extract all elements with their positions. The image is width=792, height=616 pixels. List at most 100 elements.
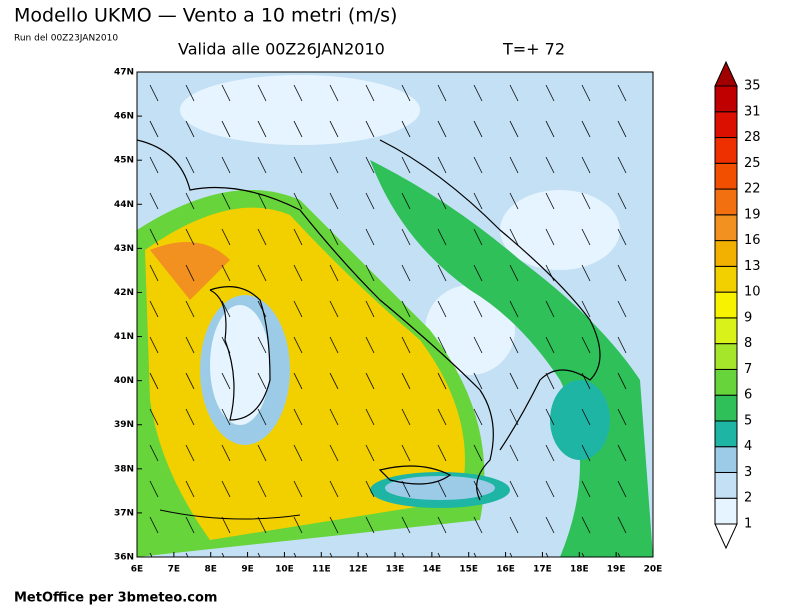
wind-barb xyxy=(509,228,519,246)
lat-label: 39N xyxy=(114,420,134,430)
wind-barb xyxy=(401,408,411,426)
wind-barb xyxy=(149,84,159,102)
wind-barb xyxy=(365,372,375,390)
wind-barb xyxy=(365,156,375,174)
wind-barb xyxy=(617,264,627,282)
wind-barb xyxy=(149,192,159,210)
legend-label: 16 xyxy=(744,233,761,248)
wind-barb xyxy=(257,300,267,318)
wind-barb xyxy=(581,300,591,318)
wind-barb xyxy=(581,120,591,138)
legend-label: 8 xyxy=(744,336,752,351)
wind-barb xyxy=(221,156,231,174)
legend-label: 9 xyxy=(744,310,752,325)
legend-label: 7 xyxy=(744,362,752,377)
legend-label: 4 xyxy=(744,439,752,454)
wind-barb xyxy=(437,300,447,318)
wind-barb xyxy=(581,480,591,498)
wind-barb xyxy=(581,408,591,426)
wind-barb xyxy=(293,228,303,246)
legend-box xyxy=(714,471,738,499)
wind-barb xyxy=(545,408,555,426)
lon-label: 8E xyxy=(205,565,217,575)
wind-barb xyxy=(437,228,447,246)
legend-label: 2 xyxy=(744,491,752,506)
wind-barb xyxy=(221,300,231,318)
wind-barb xyxy=(473,336,483,354)
wind-barb xyxy=(221,228,231,246)
wind-barb xyxy=(473,192,483,210)
wind-barb xyxy=(509,372,519,390)
wind-barb xyxy=(329,300,339,318)
wind-barb xyxy=(545,192,555,210)
legend-box xyxy=(714,214,738,242)
wind-barb xyxy=(221,84,231,102)
legend-box xyxy=(714,240,738,267)
wind-barb xyxy=(509,516,519,534)
valid: Valida alle 00Z26JAN2010 xyxy=(178,40,385,59)
wind-barb xyxy=(185,336,195,354)
wind-barb xyxy=(401,156,411,174)
lon-label: 14E xyxy=(423,565,442,575)
wind-barb xyxy=(473,120,483,138)
wind-barb xyxy=(257,516,267,534)
wind-barb xyxy=(509,84,519,102)
lon-label: 18E xyxy=(570,565,589,575)
wind-barb xyxy=(401,552,405,557)
lat-label: 38N xyxy=(114,464,134,474)
wind-barb xyxy=(257,480,267,498)
legend-label: 3 xyxy=(744,465,752,480)
wind-barb xyxy=(257,444,267,462)
wind-barb xyxy=(365,408,375,426)
wind-barb xyxy=(329,480,339,498)
wind-barb xyxy=(293,120,303,138)
legend-label: 13 xyxy=(744,259,761,274)
wind-barb xyxy=(221,336,231,354)
wind-barb xyxy=(365,552,369,557)
wind-barb xyxy=(365,120,375,138)
wind-barb xyxy=(545,228,555,246)
run: Run del 00Z23JAN2010 xyxy=(14,34,118,44)
wind-barb xyxy=(365,264,375,282)
wind-barb xyxy=(257,192,267,210)
wind-barb xyxy=(293,264,303,282)
wind-barb xyxy=(257,156,267,174)
wind-barb xyxy=(617,228,627,246)
wind-barb xyxy=(401,228,411,246)
wind-barb xyxy=(293,552,297,557)
wind-barb xyxy=(221,516,231,534)
wind-barb xyxy=(401,84,411,102)
wind-barb xyxy=(185,192,195,210)
wind-barb xyxy=(437,408,447,426)
wind-barb xyxy=(437,120,447,138)
wind-barb xyxy=(149,120,159,138)
wind-barb xyxy=(293,480,303,498)
legend-box xyxy=(714,368,738,396)
wind-barb xyxy=(149,300,159,318)
wind-barb xyxy=(185,156,195,174)
lon-label: 7E xyxy=(168,565,180,575)
wind-barb xyxy=(617,120,627,138)
wind-barb xyxy=(149,516,159,534)
lon-label: 11E xyxy=(312,565,331,575)
wind-barb xyxy=(437,552,441,557)
wind-barb xyxy=(545,300,555,318)
wind-barb xyxy=(401,516,411,534)
legend-label: 19 xyxy=(744,207,761,222)
wind-barb xyxy=(509,156,519,174)
wind-barb xyxy=(473,552,477,557)
wind-barb xyxy=(617,480,627,498)
wind-barb xyxy=(581,264,591,282)
legend-label: 10 xyxy=(744,285,761,300)
wind-barb xyxy=(437,372,447,390)
wind-barb xyxy=(293,300,303,318)
legend-box xyxy=(714,85,738,113)
lat-label: 42N xyxy=(114,288,134,298)
lon-label: 15E xyxy=(459,565,478,575)
wind-barb xyxy=(329,372,339,390)
wind-barb xyxy=(437,156,447,174)
legend-box xyxy=(714,111,738,139)
legend-top xyxy=(714,60,738,87)
wind-barb xyxy=(329,444,339,462)
wind-barb xyxy=(149,264,159,282)
